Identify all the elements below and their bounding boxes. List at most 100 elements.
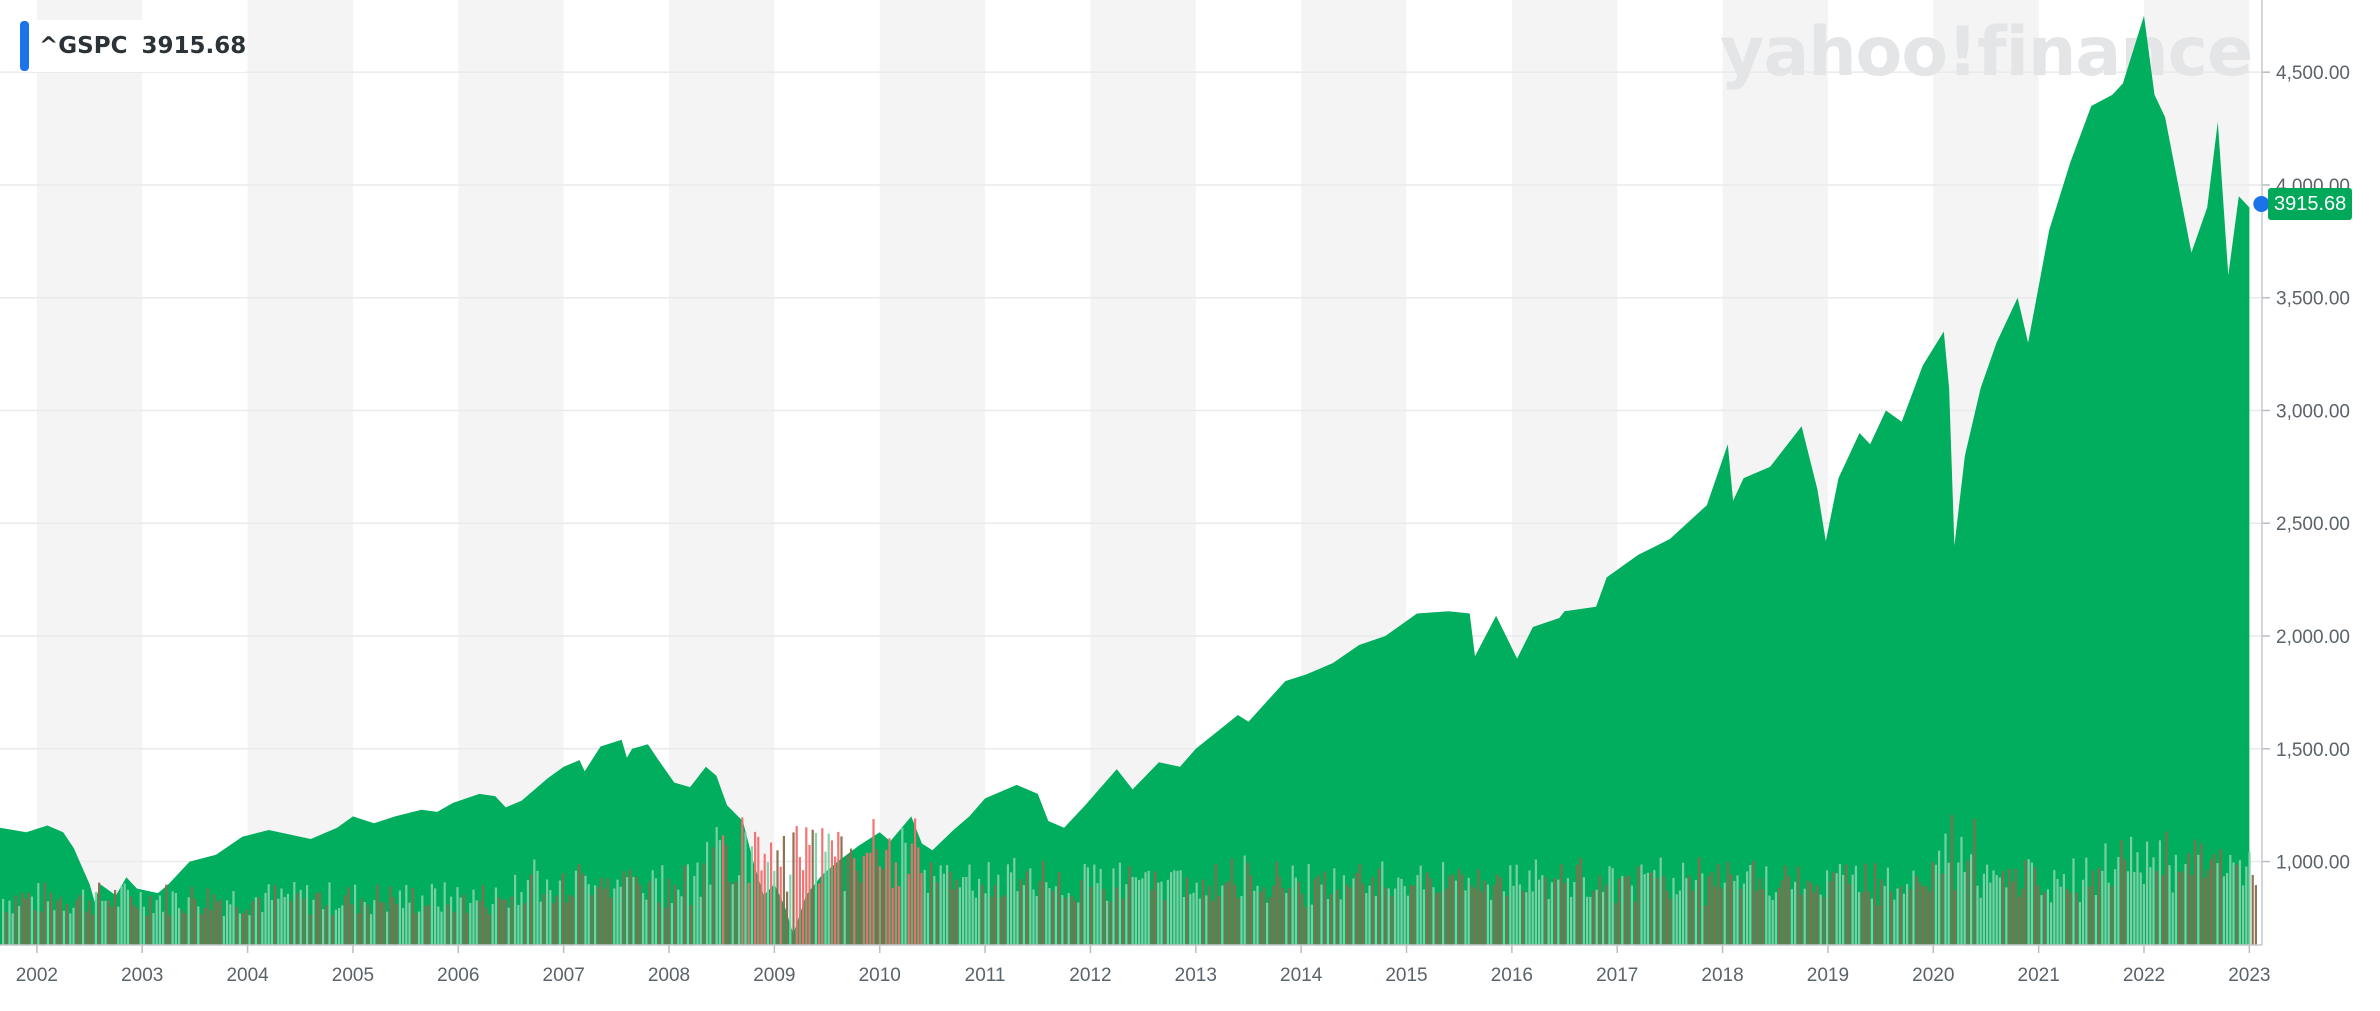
volume-bar [622,871,625,945]
volume-bar [50,892,53,945]
volume-bar [1435,893,1438,945]
volume-bar [1032,889,1035,945]
x-tick-label-2016: 2016 [1491,965,1533,986]
volume-bar [75,899,78,945]
volume-bar [251,900,254,945]
volume-bar [1934,864,1937,945]
volume-bar [363,902,366,945]
legend[interactable]: ^GSPC 3915.68 [20,20,247,72]
volume-bar [882,869,885,945]
volume-bar [635,876,638,945]
volume-bar [994,885,997,945]
volume-bar [1861,892,1864,945]
volume-bar [693,875,696,945]
volume-bar [123,883,126,945]
volume-bar [1109,901,1112,945]
x-tick-label-2004: 2004 [226,965,269,986]
volume-bar [1931,862,1934,945]
volume-bar [872,819,875,945]
volume-bar [350,904,353,945]
volume-bar [1422,889,1425,945]
x-tick-label-2021: 2021 [2018,965,2060,986]
volume-bar [270,900,273,945]
volume-bar [2062,874,2065,945]
volume-bar [734,881,737,945]
volume-bar [542,893,545,945]
volume-bar [1525,892,1528,945]
volume-bar [1637,866,1640,945]
volume-bar [603,888,606,945]
volume-bar [238,913,241,945]
volume-bar [2251,874,2254,945]
volume-bar [213,894,216,945]
volume-bar [2232,862,2235,945]
volume-bar [1877,905,1880,945]
volume-bar [917,847,920,945]
volume-bar [1858,892,1861,945]
volume-bar [1464,890,1467,945]
volume-bar [1579,857,1582,945]
volume-bar [469,902,472,945]
volume-bar [1819,894,1822,945]
volume-bar [82,889,85,945]
volume-bar [1298,881,1301,945]
volume-bar [1096,883,1099,945]
volume-bar [2002,871,2005,945]
volume-bar [539,901,542,945]
last-price-marker[interactable] [2253,195,2270,212]
volume-bar [328,882,331,945]
volume-bar [1998,877,2001,945]
volume-bar [619,886,622,945]
volume-bar [1528,870,1531,945]
volume-bar [1368,885,1371,945]
volume-bar [562,873,565,945]
volume-bar [578,863,581,945]
volume-bar [142,906,145,945]
volume-bar [1714,886,1717,945]
volume-bar [770,842,773,945]
volume-bar [1394,888,1397,945]
volume-bar [2018,896,2021,945]
volume-bar [1378,868,1381,945]
volume-bar [674,884,677,945]
volume-bar [1730,874,1733,945]
volume-bar [1301,893,1304,945]
volume-bar [357,913,360,945]
volume-bar [1262,887,1265,945]
volume-bar [1518,884,1521,945]
volume-bar [56,900,59,945]
volume-bar [696,862,699,945]
volume-bar [1874,862,1877,945]
volume-bar [667,878,670,945]
volume-bar [302,898,305,945]
volume-bar [1314,878,1317,945]
volume-bar [2130,836,2133,945]
volume-bar [1778,887,1781,945]
volume-bar [101,900,104,945]
volume-bar [1326,899,1329,945]
legend-symbol: ^GSPC [39,33,128,59]
volume-bar [722,835,725,945]
volume-bar [427,904,430,945]
volume-bar [568,894,571,945]
volume-bar [392,897,395,945]
volume-bar [373,900,376,945]
volume-bar [1534,859,1537,945]
volume-bar [482,884,485,945]
volume-bar [866,852,869,945]
volume-bar [1355,872,1358,945]
volume-bar [2158,840,2161,945]
volume-bar [1547,899,1550,945]
volume-bar [1694,880,1697,945]
volume-bar [386,911,389,945]
volume-bar [1282,888,1285,945]
volume-bar [1906,884,1909,945]
volume-bar [1477,869,1480,945]
volume-bar [1035,896,1038,945]
x-tick-label-2008: 2008 [648,965,690,986]
year-band-2002 [36,0,143,945]
volume-bar [414,913,417,945]
volume-bar [952,889,955,945]
y-tick-label-4: 3,000.00 [2276,401,2350,422]
